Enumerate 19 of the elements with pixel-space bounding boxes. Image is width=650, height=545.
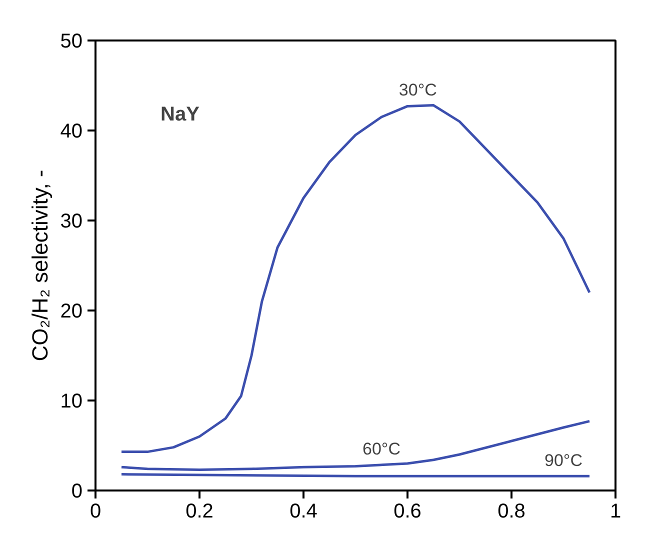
x-tick-label: 0.8 — [498, 500, 526, 522]
annotation: NaY — [160, 104, 200, 126]
line-series — [120, 104, 591, 454]
x-tick-label: 0.2 — [186, 500, 214, 522]
y-tick-label: 50 — [60, 30, 83, 52]
x-tick-label: 0.6 — [394, 500, 422, 522]
y-tick-label: 20 — [60, 300, 83, 322]
y-tick-label: 30 — [60, 210, 83, 232]
annotation: 60°C — [362, 439, 400, 458]
x-tick-label: 0.4 — [290, 500, 318, 522]
x-tick-label: 0 — [90, 500, 102, 522]
x-tick-label: 1 — [610, 500, 622, 522]
y-tick-label: 10 — [60, 390, 83, 412]
y-tick-label: 0 — [71, 480, 82, 502]
line-series — [120, 420, 591, 472]
y-tick-label: 40 — [60, 120, 83, 142]
annotation: 30°C — [398, 80, 437, 100]
y-axis-title: CO₂/H₂ selectivity, - — [27, 170, 52, 362]
annotation: 90°C — [544, 451, 582, 470]
